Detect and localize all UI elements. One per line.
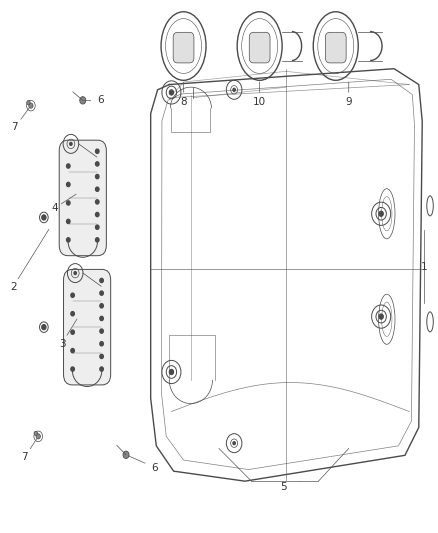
Circle shape bbox=[100, 278, 103, 282]
Circle shape bbox=[71, 349, 74, 353]
Circle shape bbox=[100, 342, 103, 346]
Circle shape bbox=[67, 238, 70, 242]
Text: 7: 7 bbox=[11, 122, 18, 132]
Circle shape bbox=[95, 238, 99, 242]
FancyBboxPatch shape bbox=[59, 140, 106, 256]
Circle shape bbox=[71, 367, 74, 371]
Circle shape bbox=[100, 354, 103, 359]
FancyBboxPatch shape bbox=[173, 33, 194, 63]
FancyBboxPatch shape bbox=[249, 33, 270, 63]
Circle shape bbox=[70, 142, 72, 146]
Circle shape bbox=[123, 451, 129, 458]
Circle shape bbox=[29, 103, 33, 108]
Circle shape bbox=[95, 187, 99, 191]
Circle shape bbox=[74, 271, 77, 274]
Circle shape bbox=[169, 369, 173, 375]
Circle shape bbox=[95, 213, 99, 216]
Circle shape bbox=[100, 291, 103, 295]
Text: 4: 4 bbox=[51, 204, 58, 214]
Circle shape bbox=[379, 314, 383, 319]
Circle shape bbox=[67, 219, 70, 223]
Circle shape bbox=[36, 434, 40, 439]
Circle shape bbox=[95, 162, 99, 166]
Circle shape bbox=[233, 88, 236, 91]
Circle shape bbox=[67, 182, 70, 187]
Circle shape bbox=[34, 431, 38, 435]
Circle shape bbox=[71, 312, 74, 316]
Circle shape bbox=[100, 304, 103, 308]
Circle shape bbox=[95, 149, 99, 154]
Circle shape bbox=[27, 101, 30, 105]
Text: 7: 7 bbox=[21, 453, 28, 463]
Circle shape bbox=[379, 211, 383, 216]
Circle shape bbox=[100, 367, 103, 371]
Circle shape bbox=[95, 225, 99, 229]
Circle shape bbox=[233, 442, 236, 445]
Circle shape bbox=[80, 96, 86, 104]
Circle shape bbox=[42, 325, 46, 330]
Text: 9: 9 bbox=[346, 97, 352, 107]
Circle shape bbox=[100, 329, 103, 333]
Circle shape bbox=[67, 201, 70, 205]
Text: 1: 1 bbox=[421, 262, 428, 271]
Text: 6: 6 bbox=[151, 463, 157, 473]
FancyBboxPatch shape bbox=[325, 33, 346, 63]
FancyBboxPatch shape bbox=[64, 269, 111, 385]
Circle shape bbox=[169, 90, 173, 95]
Circle shape bbox=[42, 215, 46, 220]
Text: 5: 5 bbox=[280, 482, 286, 492]
Circle shape bbox=[71, 330, 74, 334]
Circle shape bbox=[71, 293, 74, 297]
Text: 3: 3 bbox=[59, 339, 66, 349]
Circle shape bbox=[67, 164, 70, 168]
Text: 10: 10 bbox=[253, 97, 266, 107]
Circle shape bbox=[95, 200, 99, 204]
Circle shape bbox=[95, 174, 99, 179]
Circle shape bbox=[100, 317, 103, 320]
Text: 6: 6 bbox=[97, 95, 103, 106]
Text: 8: 8 bbox=[180, 97, 187, 107]
Text: 2: 2 bbox=[10, 281, 17, 292]
